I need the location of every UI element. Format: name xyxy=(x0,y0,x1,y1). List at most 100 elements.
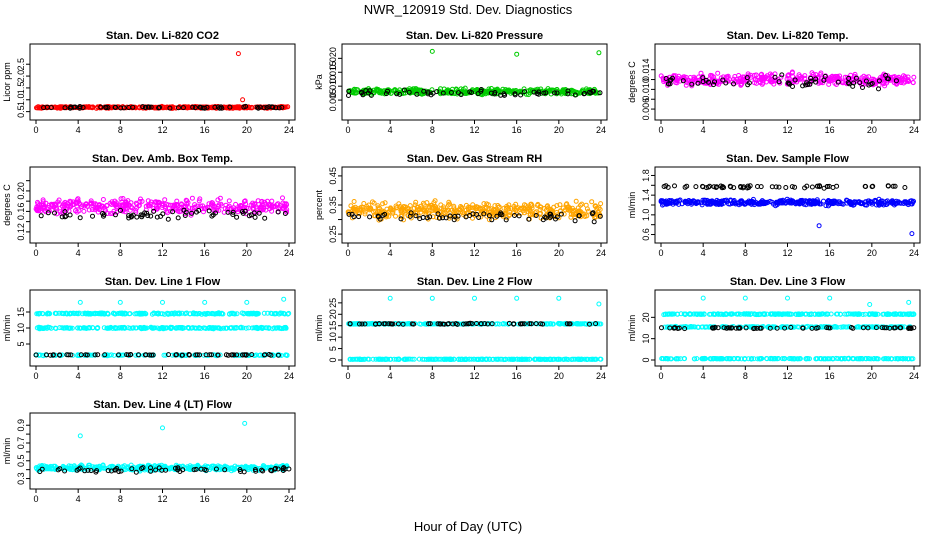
data-point xyxy=(736,202,742,208)
data-point xyxy=(254,104,260,110)
x-tick-label: 12 xyxy=(157,125,167,135)
data-point xyxy=(377,216,383,222)
data-point xyxy=(755,184,760,189)
data-point xyxy=(522,89,527,95)
outlier-point xyxy=(596,301,602,307)
y-tick-label: 0.12 xyxy=(16,223,26,241)
data-point xyxy=(367,206,373,212)
data-point xyxy=(34,204,40,210)
data-point xyxy=(585,208,591,214)
data-point xyxy=(677,197,683,203)
data-point xyxy=(694,200,700,206)
data-point xyxy=(77,215,83,221)
data-point xyxy=(351,206,357,212)
data-point xyxy=(706,184,711,190)
data-point xyxy=(858,77,864,83)
data-point xyxy=(280,195,285,201)
data-point xyxy=(134,205,140,211)
data-point xyxy=(243,103,249,109)
x-tick-label: 20 xyxy=(242,125,252,135)
data-point xyxy=(149,311,155,317)
data-point xyxy=(393,213,398,219)
data-point xyxy=(148,104,154,110)
data-point xyxy=(731,81,736,87)
series-1 xyxy=(345,198,604,223)
data-point xyxy=(94,205,99,211)
data-point xyxy=(53,105,59,110)
data-point xyxy=(393,203,399,209)
plot-frame xyxy=(341,43,608,121)
data-point xyxy=(390,207,396,213)
data-point xyxy=(780,200,786,206)
data-point xyxy=(545,205,551,211)
data-point xyxy=(573,89,579,95)
data-point xyxy=(103,105,109,111)
outlier-point xyxy=(906,299,912,305)
data-point xyxy=(792,184,798,190)
outlier-point xyxy=(160,299,165,305)
data-point xyxy=(892,183,898,189)
data-point xyxy=(234,214,240,220)
data-point xyxy=(682,198,688,204)
figure-title: NWR_120919 Std. Dev. Diagnostics xyxy=(364,2,573,17)
y-tick-label: 0.010 xyxy=(328,75,338,98)
data-point xyxy=(674,78,680,84)
x-tick-label: 4 xyxy=(701,125,706,135)
data-point xyxy=(565,91,571,97)
data-point xyxy=(869,81,875,86)
data-point xyxy=(72,104,78,110)
data-point xyxy=(79,204,85,210)
data-point xyxy=(769,184,775,190)
data-point xyxy=(557,208,563,214)
data-point xyxy=(156,200,162,206)
data-point xyxy=(866,74,872,80)
data-point xyxy=(275,209,281,215)
data-point xyxy=(460,210,466,215)
data-point xyxy=(825,198,831,204)
data-point xyxy=(283,201,289,207)
y-tick-label: 5 xyxy=(16,341,26,346)
data-point xyxy=(731,76,737,82)
data-point xyxy=(428,92,434,98)
data-point xyxy=(507,88,513,94)
x-tick-label: 12 xyxy=(782,248,792,258)
data-point xyxy=(74,310,80,316)
data-point xyxy=(73,208,78,214)
data-point xyxy=(885,183,891,189)
series-2 xyxy=(34,324,289,332)
data-point xyxy=(139,311,145,317)
data-point xyxy=(493,215,498,221)
data-point xyxy=(463,214,469,220)
data-point xyxy=(41,105,47,111)
data-point xyxy=(349,211,355,217)
data-point xyxy=(431,200,437,206)
data-point xyxy=(212,104,218,110)
data-point xyxy=(747,183,753,189)
data-point xyxy=(739,81,745,87)
data-point xyxy=(367,214,373,220)
data-point xyxy=(538,204,544,210)
x-tick-label: 20 xyxy=(867,371,877,381)
data-point xyxy=(91,201,97,207)
data-point xyxy=(273,105,279,111)
data-point xyxy=(709,198,715,204)
data-point xyxy=(759,71,765,77)
data-point xyxy=(261,310,267,316)
x-tick-label: 8 xyxy=(118,371,123,381)
y-tick-label: 1.5 xyxy=(16,82,26,95)
data-point xyxy=(175,105,181,111)
data-point xyxy=(280,200,286,206)
data-point xyxy=(162,197,168,203)
data-point xyxy=(593,204,599,210)
data-point xyxy=(428,203,434,208)
data-point xyxy=(712,79,717,85)
data-point xyxy=(658,73,664,79)
data-point xyxy=(908,198,914,204)
y-tick-label: 5 xyxy=(328,346,338,351)
data-point xyxy=(693,184,699,190)
data-point xyxy=(47,311,52,317)
data-point xyxy=(759,75,764,81)
data-point xyxy=(695,80,701,86)
